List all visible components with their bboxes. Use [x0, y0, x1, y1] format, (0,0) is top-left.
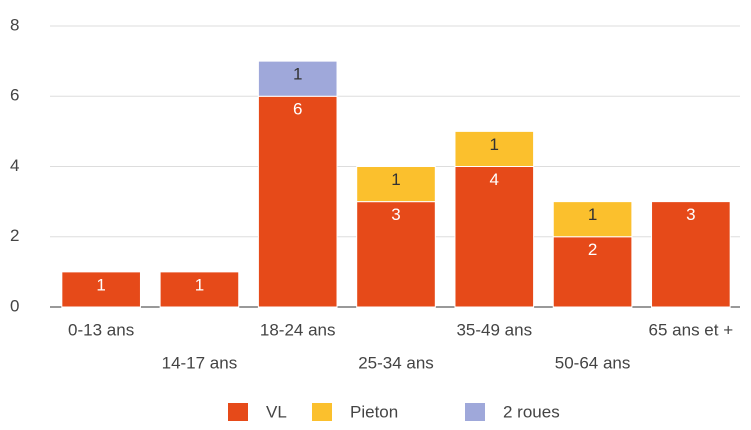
y-tick-label: 0: [10, 296, 19, 315]
legend-label: Pieton: [350, 402, 398, 421]
bar-segment: [159, 271, 240, 308]
y-tick-label: 6: [10, 86, 19, 105]
data-label: 1: [391, 170, 400, 189]
legend-label: 2 roues: [503, 402, 560, 421]
bar-segment: [552, 201, 633, 238]
data-label: 1: [490, 135, 499, 154]
x-tick-label: 35-49 ans: [456, 320, 532, 339]
x-tick-label: 14-17 ans: [162, 353, 238, 372]
x-tick-label: 18-24 ans: [260, 320, 336, 339]
data-label: 2: [588, 240, 597, 259]
data-label: 3: [686, 205, 695, 224]
data-label: 4: [490, 170, 499, 189]
bar-segment: [454, 130, 535, 167]
x-tick-label: 50-64 ans: [555, 353, 631, 372]
legend-label: VL: [266, 402, 287, 421]
data-label: 1: [293, 65, 302, 84]
x-tick-label: 65 ans et +: [649, 320, 734, 339]
bar-segment: [356, 166, 436, 203]
legend-swatch: [228, 403, 248, 421]
y-tick-label: 4: [10, 156, 19, 175]
bar-segment: [257, 95, 338, 308]
data-label: 1: [195, 275, 204, 294]
bar-segment: [651, 201, 731, 308]
x-tick-label: 0-13 ans: [68, 320, 134, 339]
bar-segment: [552, 236, 633, 308]
data-label: 3: [391, 205, 400, 224]
y-tick-label: 8: [10, 15, 19, 34]
x-tick-label: 25-34 ans: [358, 353, 434, 372]
data-label: 1: [588, 205, 597, 224]
data-label: 6: [293, 100, 302, 119]
legend-swatch: [465, 403, 485, 421]
bar-segment: [61, 271, 141, 308]
bar-segment: [257, 60, 338, 97]
y-tick-label: 2: [10, 226, 19, 245]
data-label: 1: [96, 275, 105, 294]
legend-swatch: [312, 403, 332, 421]
